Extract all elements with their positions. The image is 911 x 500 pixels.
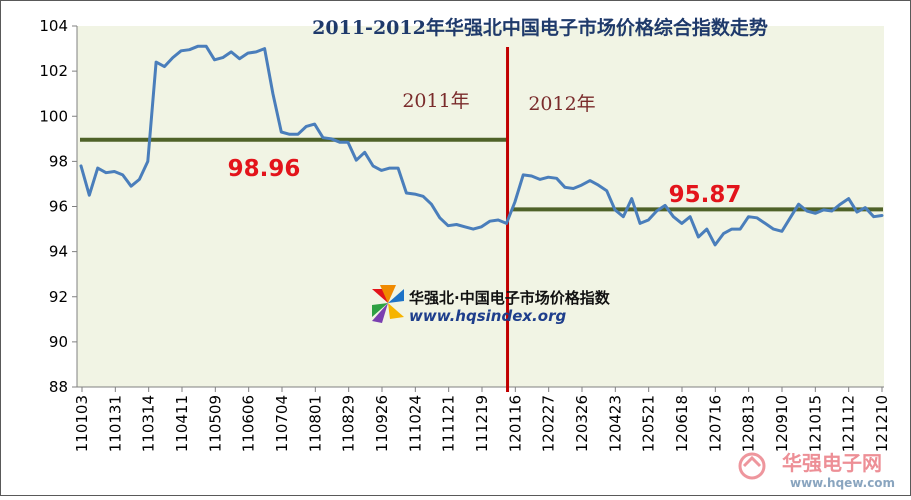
x-tick-label: 120716 [706,395,724,452]
chart-title: 2011-2012年华强北中国电子市场价格综合指数走势 [312,16,768,39]
x-tick-label: 110509 [206,395,224,452]
x-tick-label: 120813 [740,395,758,452]
x-tick-label: 110411 [173,395,191,452]
logo-url: www.hqsindex.org [409,307,566,325]
index-logo: 华强北·中国电子市场价格指数 www.hqsindex.org [372,285,611,325]
x-tick-label: 111024 [406,395,424,452]
x-tick-label: 110103 [73,395,91,452]
x-tick-label: 120910 [773,395,791,452]
x-tick-label: 110926 [373,395,391,452]
plot-area [77,26,884,387]
x-tick-label: 120116 [506,395,524,452]
x-tick-label: 120227 [540,395,558,452]
logo-name: 华强北·中国电子市场价格指数 [409,289,611,307]
x-tick-label: 110801 [306,395,324,452]
watermark-url: www.hqew.com [790,476,895,490]
average-label-2011: 98.96 [228,156,301,182]
x-tick-label: 110829 [340,395,358,452]
logo-mark-icon [372,285,404,323]
y-tick-label: 102 [39,62,68,80]
y-tick-label: 98 [49,152,68,170]
x-tick-label: 121112 [840,395,858,452]
average-label-2012: 95.87 [669,182,742,208]
y-tick-label: 100 [39,107,68,125]
x-axis-ticks: 110103 110131 110314 110411 110509 110606 1107… [73,387,891,452]
x-tick-label: 121015 [806,395,824,452]
x-tick-label: 111219 [473,395,491,452]
y-tick-label: 90 [49,333,68,351]
x-tick-label: 111121 [440,395,458,452]
y-tick-label: 104 [39,17,68,35]
x-tick-label: 120618 [673,395,691,452]
x-tick-label: 120326 [573,395,591,452]
year-label-2011: 2011年 [402,90,469,112]
x-tick-label: 110131 [106,395,124,452]
watermark-name: 华强电子网 [782,451,882,475]
x-tick-label: 110704 [273,395,291,452]
x-tick-label: 120521 [640,395,658,452]
y-tick-label: 88 [49,378,68,396]
year-label-2012: 2012年 [528,93,595,115]
x-tick-label: 120423 [606,395,624,452]
y-tick-label: 96 [49,198,68,216]
x-tick-label: 121210 [873,395,891,452]
y-tick-label: 92 [49,288,68,306]
y-axis-ticks: 88 90 92 94 96 98 100 102 104 [39,17,77,396]
series-line [79,44,884,247]
site-watermark: 华强电子网 www.hqew.com [738,451,895,490]
watermark-logo-icon [738,452,766,480]
y-tick-label: 94 [49,243,68,261]
x-tick-label: 110314 [140,395,158,452]
x-tick-label: 110606 [240,395,258,452]
